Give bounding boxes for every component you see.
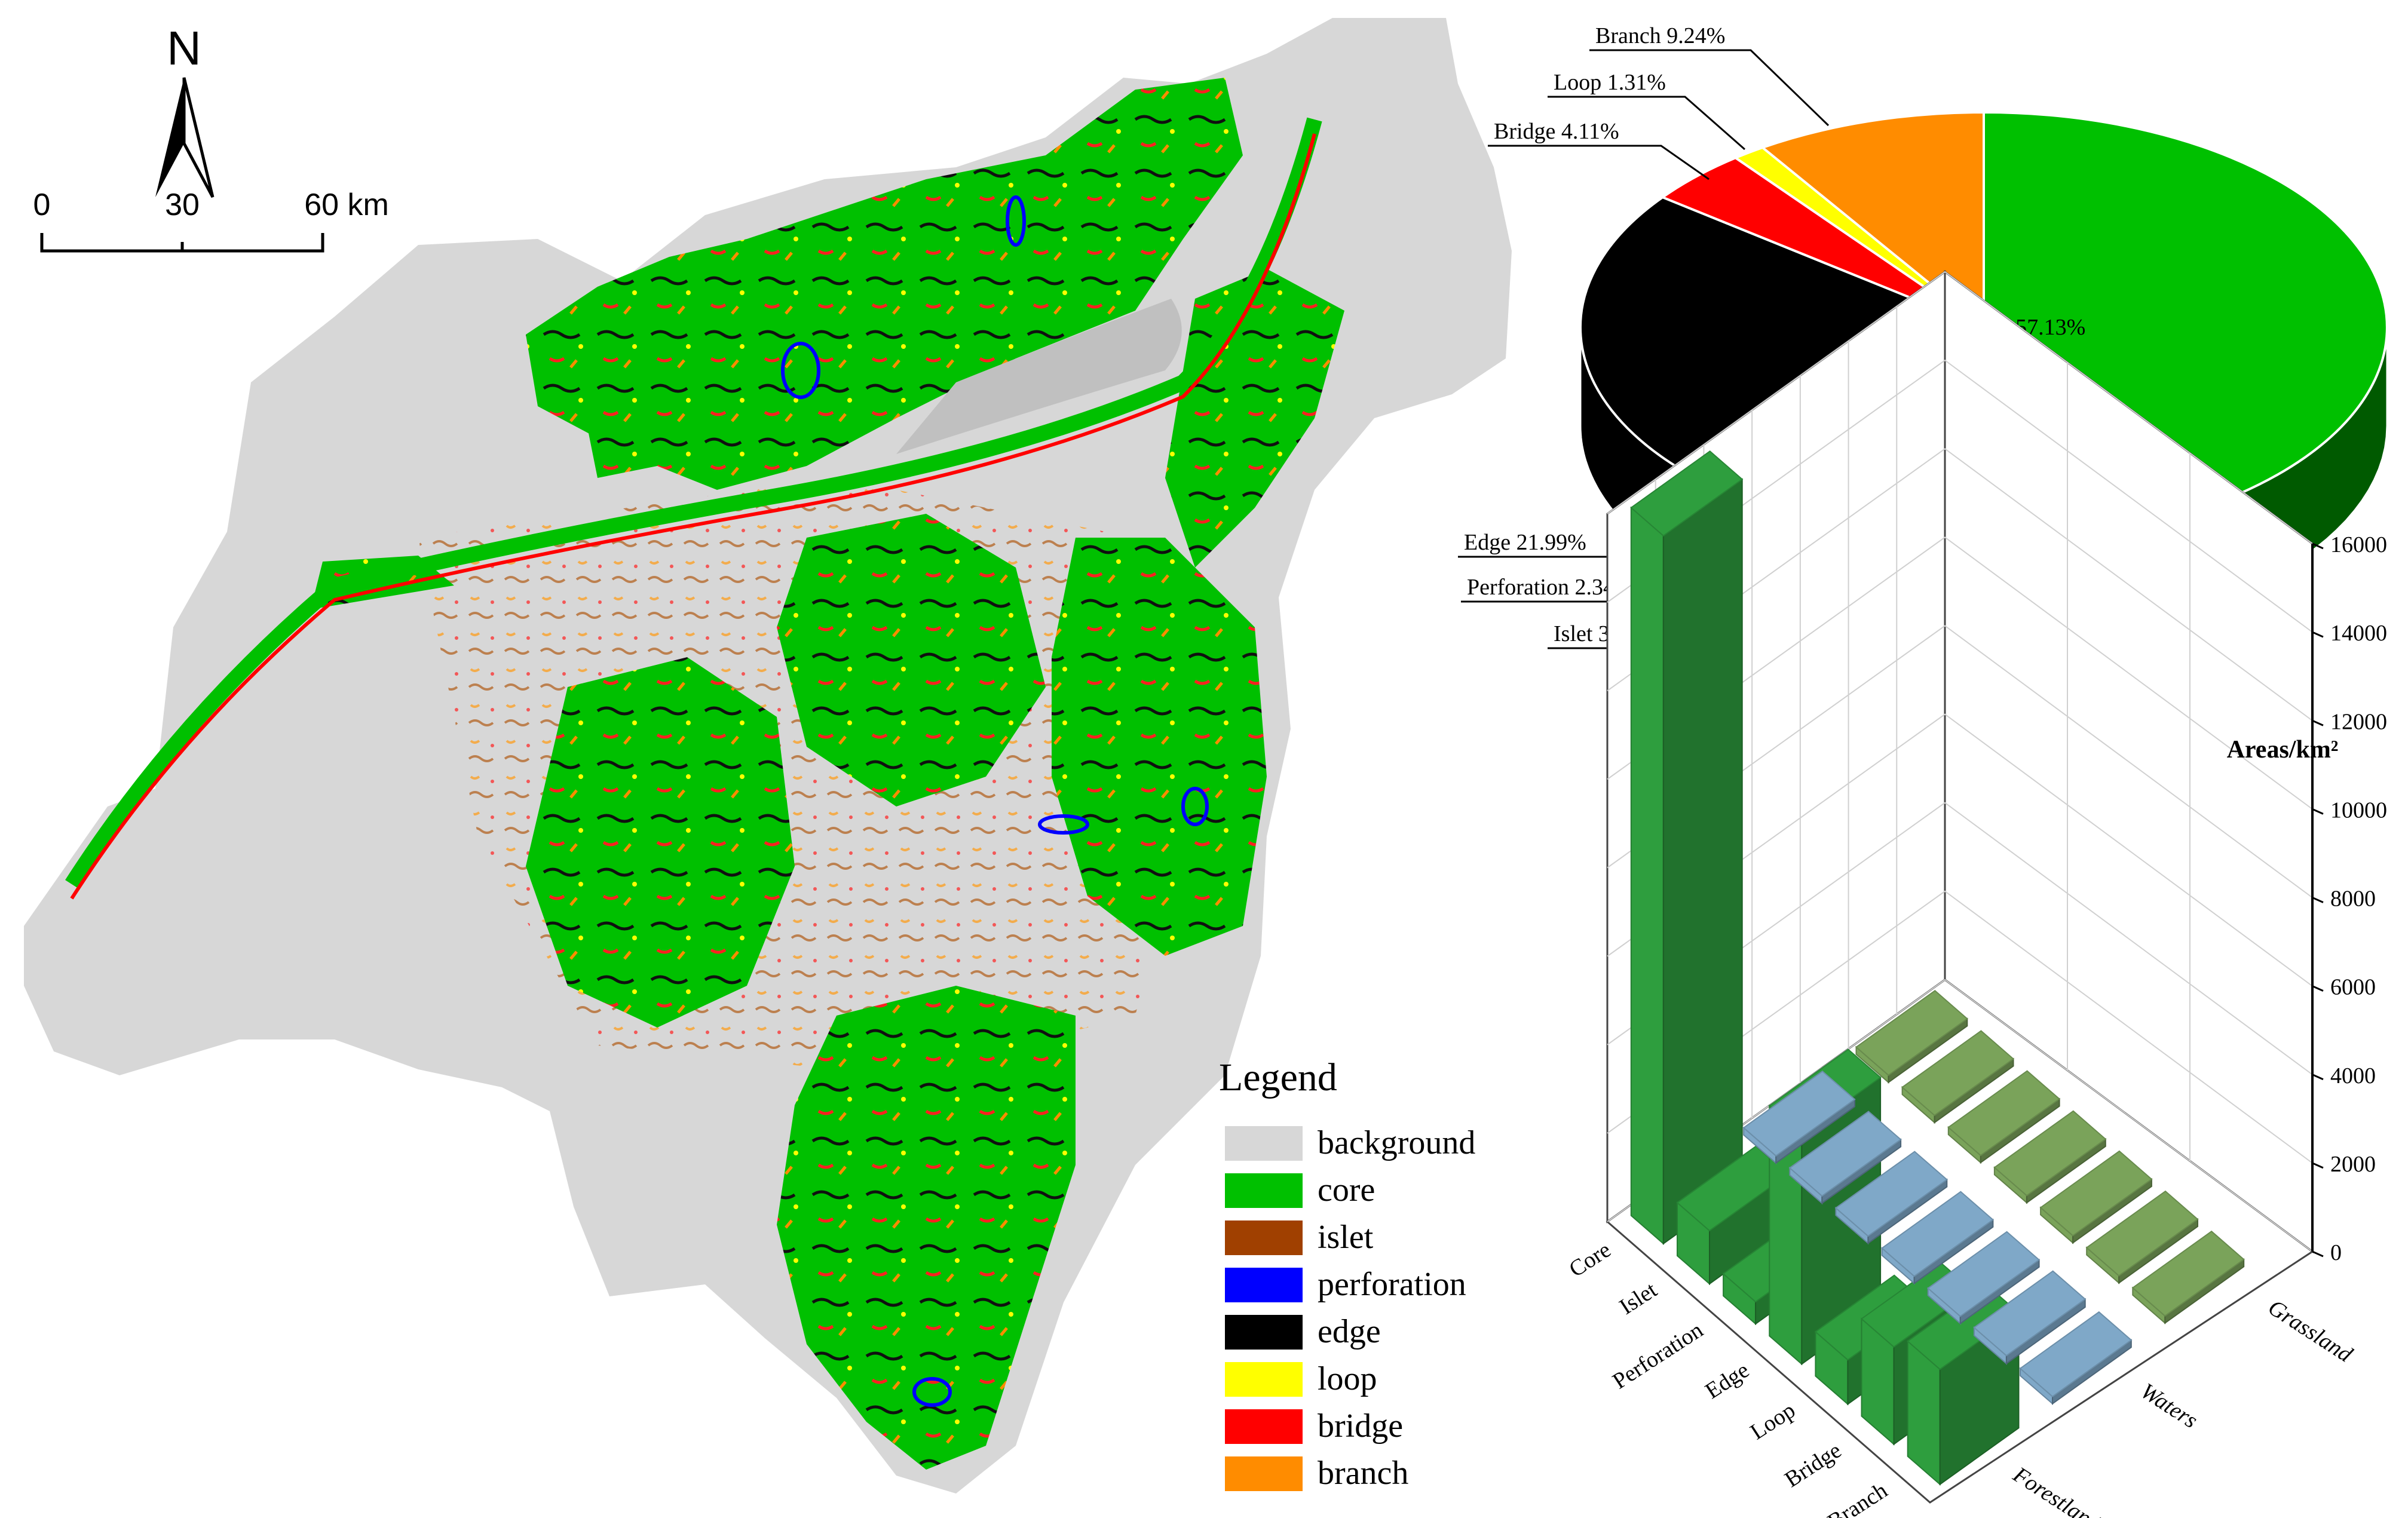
bar-category-perforation: Perforation — [1609, 1317, 1708, 1394]
bar-ytick — [2312, 1162, 2324, 1169]
north-label: N — [167, 22, 201, 75]
bar-ytick — [2312, 631, 2324, 638]
bar-category-bridge: Bridge — [1781, 1438, 1846, 1493]
legend-title: Legend — [1219, 1056, 1337, 1099]
pie-label-edge: Edge 21.99% — [1464, 530, 1586, 555]
bar-ytick-label: 8000 — [2330, 887, 2376, 912]
river-water — [896, 299, 1182, 454]
pie-leader-branch — [1589, 49, 1830, 127]
bar-chart-ylabel: Areas/km² — [2227, 736, 2339, 763]
pie-leader-bridge — [1488, 145, 1710, 180]
pie-leader-loop — [1548, 96, 1745, 151]
bar-waters-branch-top — [2019, 1311, 2133, 1397]
north-arrow-right-icon — [182, 77, 215, 198]
bar-waters-bridge-top — [1973, 1270, 2087, 1357]
bar-category-loop: Loop — [1746, 1397, 1800, 1445]
legend-swatch-perforation — [1225, 1268, 1303, 1302]
bar-category-islet: Islet — [1615, 1277, 1662, 1320]
legend-swatch-islet — [1225, 1220, 1303, 1255]
bar-grassland-core-top — [1855, 990, 1968, 1077]
river-corridor — [65, 117, 1322, 889]
legend-label-islet: islet — [1318, 1219, 1374, 1256]
bar-grassland-bridge-top — [2085, 1190, 2199, 1277]
bar-ytick-label: 14000 — [2330, 621, 2387, 646]
pie-label-loop: Loop 1.31% — [1554, 70, 1666, 95]
bar-ytick — [2312, 985, 2324, 992]
legend-swatch-background — [1225, 1126, 1303, 1161]
legend-label-loop: loop — [1318, 1360, 1377, 1397]
pie-label-bridge: Bridge 4.11% — [1494, 119, 1619, 144]
bar-ytick — [2312, 1250, 2324, 1258]
legend-swatch-branch — [1225, 1456, 1303, 1491]
bar-ytick-label: 12000 — [2330, 709, 2387, 734]
scale-label-0: 0 — [33, 188, 51, 222]
pie-labels: Core 57.13%Islet 3.88%Perforation 2.34%E… — [1458, 23, 2085, 649]
legend-swatch-edge — [1225, 1315, 1303, 1350]
bar-category-core: Core — [1565, 1237, 1616, 1282]
bar-waters-islet-top — [1788, 1111, 1902, 1197]
pie-label-perforation: Perforation 2.34% — [1467, 575, 1634, 600]
bar-waters-loop-top — [1927, 1231, 2041, 1317]
bar-grassland-branch-top — [2131, 1230, 2245, 1317]
bar-waters-edge-top — [1880, 1191, 1995, 1277]
bar-forestland-core-top — [1630, 450, 1744, 537]
bar-waters-perforation-top — [1834, 1151, 1948, 1237]
north-arrow: N — [155, 22, 215, 198]
bar-ytick — [2312, 808, 2324, 815]
bar-category-edge: Edge — [1701, 1357, 1754, 1404]
bar-ytick-label: 4000 — [2330, 1063, 2376, 1088]
bar-forestland-core-front — [1630, 506, 1664, 1245]
bar-ytick — [2312, 897, 2324, 903]
bar-grassland-loop-top — [2039, 1150, 2153, 1237]
bar-ytick-label: 6000 — [2330, 975, 2376, 1000]
legend-swatch-bridge — [1225, 1409, 1303, 1444]
pie-label-branch: Branch 9.24% — [1595, 23, 1725, 48]
bar-chart-bars — [1630, 450, 2245, 1486]
scale-label-30: 30 — [165, 188, 200, 222]
scale-bar: 0 30 60 km — [33, 188, 389, 253]
bar-ytick — [2312, 719, 2324, 726]
north-arrow-left-icon — [155, 78, 184, 197]
bar-ytick-label: 0 — [2330, 1240, 2342, 1265]
legend-swatch-core — [1225, 1173, 1303, 1208]
legend-swatch-loop — [1225, 1362, 1303, 1397]
pie-slice-branch — [1760, 111, 1985, 330]
legend-label-core: core — [1318, 1172, 1375, 1209]
bar-grassland-islet-top — [1901, 1030, 2015, 1117]
river-edge — [70, 133, 1316, 900]
legend-label-perforation: perforation — [1318, 1266, 1466, 1303]
bar-ytick — [2312, 1074, 2324, 1081]
legend-label-edge: edge — [1318, 1313, 1381, 1350]
bar-grassland-perforation-top — [1947, 1070, 2061, 1157]
bar-category-branch: Branch — [1823, 1478, 1892, 1518]
bar-ytick-label: 2000 — [2330, 1152, 2376, 1177]
bar-ytick-label: 10000 — [2330, 798, 2387, 823]
bar-ytick — [2312, 542, 2324, 550]
bar-forestland-core-side — [1662, 478, 1743, 1245]
legend-label-background: background — [1318, 1124, 1475, 1161]
bar-series-forestland: Forestland — [2008, 1462, 2106, 1518]
bar-waters-core-top — [1742, 1071, 1856, 1157]
bar-series-grassland: Grassland — [2263, 1295, 2357, 1367]
legend-label-bridge: bridge — [1318, 1407, 1403, 1445]
bar-chart-y-axis: 0 2000 4000 6000 8000 10000 12000 14000 16000 — [2311, 532, 2387, 1265]
scale-label-60: 60 km — [304, 188, 389, 222]
bar-series-waters: Waters — [2136, 1378, 2202, 1433]
bar-grassland-edge-top — [1993, 1110, 2107, 1197]
map-legend: Legend background core islet perforation edg… — [1219, 1056, 1475, 1492]
land-cover-map: N 0 30 60 km Legend background core islet p… — [24, 18, 1512, 1494]
perforation-patches — [781, 195, 1209, 1407]
pie-slice-edge — [1579, 195, 1987, 473]
pie-slice-bridge — [1660, 156, 1985, 329]
bar-ytick-label: 16000 — [2330, 532, 2387, 557]
legend-label-branch: branch — [1318, 1455, 1408, 1492]
